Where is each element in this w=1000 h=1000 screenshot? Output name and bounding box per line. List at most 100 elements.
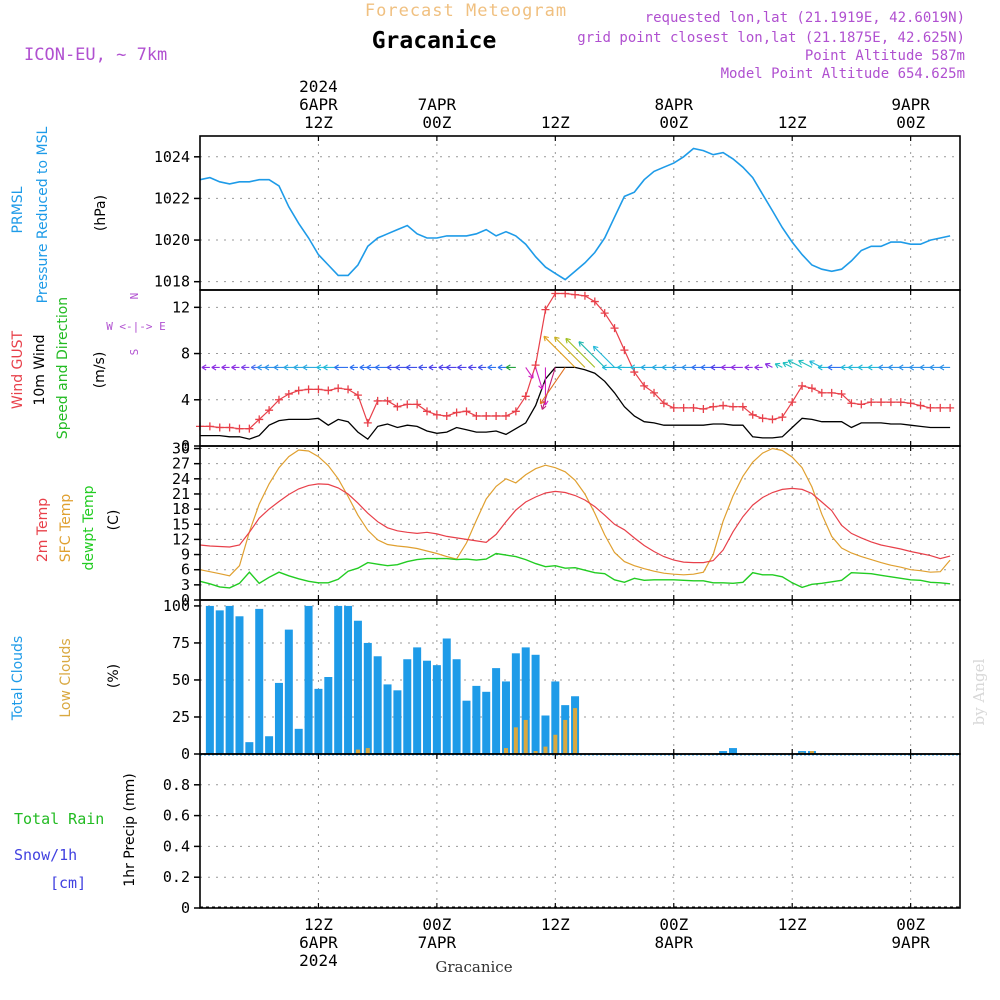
wind-direction-arrowhead	[221, 364, 227, 371]
y-tick-label: 1018	[154, 273, 190, 291]
wind-direction-arrowhead	[497, 364, 503, 371]
wind-gust-marker	[215, 423, 224, 432]
total-cloud-bar	[452, 659, 461, 754]
wind-gust-marker	[304, 385, 313, 394]
time-axis-label: 00Z	[422, 113, 451, 132]
prmsl-line	[199, 147, 951, 281]
wind-direction-arrowhead	[817, 364, 823, 371]
y-tick-label: 0.4	[163, 837, 190, 855]
pressure-label-prmsl: PRMSL	[10, 186, 26, 233]
low-cloud-bar	[533, 751, 538, 754]
y-tick-label: 30	[172, 440, 190, 458]
wind-direction-arrowhead	[782, 361, 788, 368]
time-axis-label: 00Z	[659, 113, 688, 132]
wind-gust-marker	[679, 403, 688, 412]
wind-direction-arrowhead	[283, 364, 289, 371]
wind-direction-arrowhead	[661, 364, 667, 371]
y-tick-label: 18	[172, 500, 190, 518]
y-tick-label: 0	[181, 437, 190, 455]
y-tick-label: 25	[172, 708, 190, 726]
wind-direction-arrowhead	[487, 364, 493, 371]
wind-direction-arrowhead	[539, 398, 546, 405]
snow-unit-label: [cm]	[50, 874, 86, 892]
wind-direction-arrowhead	[349, 364, 355, 371]
wind-direction-arrow	[525, 367, 534, 379]
total-rain-label: Total Rain	[14, 810, 104, 828]
y-tick-label: 75	[172, 634, 190, 652]
pressure-panel: 1018 1020 1022 1024	[154, 135, 961, 291]
wind-direction-arrowhead	[867, 364, 873, 371]
wind-gust-marker	[867, 398, 876, 407]
gridpoint-coordinates: grid point closest lon,lat (21.1875E, 42…	[577, 30, 965, 46]
total-cloud-bar	[215, 610, 224, 754]
low-cloud-bar	[543, 746, 548, 754]
wind-direction-arrowhead	[445, 364, 451, 371]
time-axis-label: 6APR	[299, 933, 338, 952]
wind-direction-arrowhead	[528, 373, 534, 379]
wind-gust-marker	[709, 402, 718, 411]
wind-gust-marker	[926, 403, 935, 412]
panel-border	[199, 599, 961, 755]
wind-direction-arrowhead	[681, 364, 687, 371]
time-axis-label: 9APR	[891, 95, 930, 114]
wind-direction-arrowhead	[700, 364, 706, 371]
y-tick-label: 0	[181, 745, 190, 763]
wind-gust-marker	[452, 408, 461, 417]
total-cloud-bar	[393, 690, 402, 754]
y-tick-label: 1022	[154, 189, 190, 207]
wind-gust-marker	[205, 422, 214, 431]
wind-gust-marker	[659, 399, 668, 408]
low-cloud-bar	[573, 708, 578, 754]
pressure-label-msl: Pressure Reduced to MSL	[35, 126, 51, 303]
wind-gust-marker	[728, 402, 737, 411]
wind-direction-arrowhead	[264, 364, 270, 371]
total-cloud-bar	[363, 642, 372, 754]
footer-location: Gracanice	[435, 958, 512, 976]
cloud-unit: (%)	[106, 664, 122, 688]
wind-gust-marker	[334, 384, 343, 393]
time-axis-label: 12Z	[778, 915, 807, 934]
compass-north: N	[128, 293, 141, 300]
compass-west-east: W <-|-> E	[106, 320, 166, 333]
wind-gust-marker	[877, 398, 886, 407]
y-tick-label: 0.6	[163, 807, 190, 825]
wind-gust-marker	[314, 385, 323, 394]
wind-direction-arrowhead	[395, 364, 401, 371]
total-cloud-bar	[719, 751, 728, 754]
wind-gust-marker	[837, 390, 846, 398]
wind-gust-marker	[590, 297, 599, 306]
y-tick-label: 24	[172, 470, 190, 488]
wind-direction-arrowhead	[764, 362, 771, 369]
wind-direction-arrowhead	[565, 337, 571, 344]
wind-gust-marker	[600, 309, 609, 318]
wind-direction-arrow	[774, 363, 783, 368]
meteogram-title: Forecast Meteogram	[365, 1, 567, 21]
wind-gust-label: Wind GUST	[10, 330, 26, 409]
wind-gust-marker	[807, 384, 816, 393]
wind-gust-marker	[294, 386, 303, 395]
wind-gust-marker	[492, 411, 501, 420]
panel-labels: PRMSL Pressure Reduced to MSL (hPa) Wind…	[10, 126, 166, 892]
watermark: by Angel	[970, 658, 988, 725]
wind-gust-marker	[610, 324, 619, 333]
wind-gust-marker	[580, 291, 589, 300]
wind-gust-marker	[274, 395, 283, 404]
wind-gust-marker	[640, 381, 649, 390]
wind-gust-marker	[886, 398, 895, 407]
time-axis-label: 2024	[299, 951, 338, 970]
total-cloud-bar	[314, 688, 323, 754]
wind-unit: (m/s)	[92, 352, 108, 389]
wind-gust-marker	[265, 406, 274, 415]
wind-10m-line	[200, 366, 951, 440]
wind-gust-marker	[896, 398, 905, 407]
wind-direction-arrowhead	[468, 364, 473, 371]
wind-direction-arrowhead	[691, 364, 697, 371]
y-tick-label: 12	[172, 298, 190, 316]
wind-direction-arrowhead	[798, 359, 804, 366]
temp-dewpt-label: dewpt Temp	[81, 485, 97, 570]
time-axis-label: 00Z	[896, 915, 925, 934]
wind-direction-arrowhead	[878, 364, 884, 371]
y-tick-label: 15	[172, 515, 190, 533]
wind-direction-arrowhead	[477, 364, 483, 371]
wind-direction-arrowhead	[774, 362, 781, 369]
